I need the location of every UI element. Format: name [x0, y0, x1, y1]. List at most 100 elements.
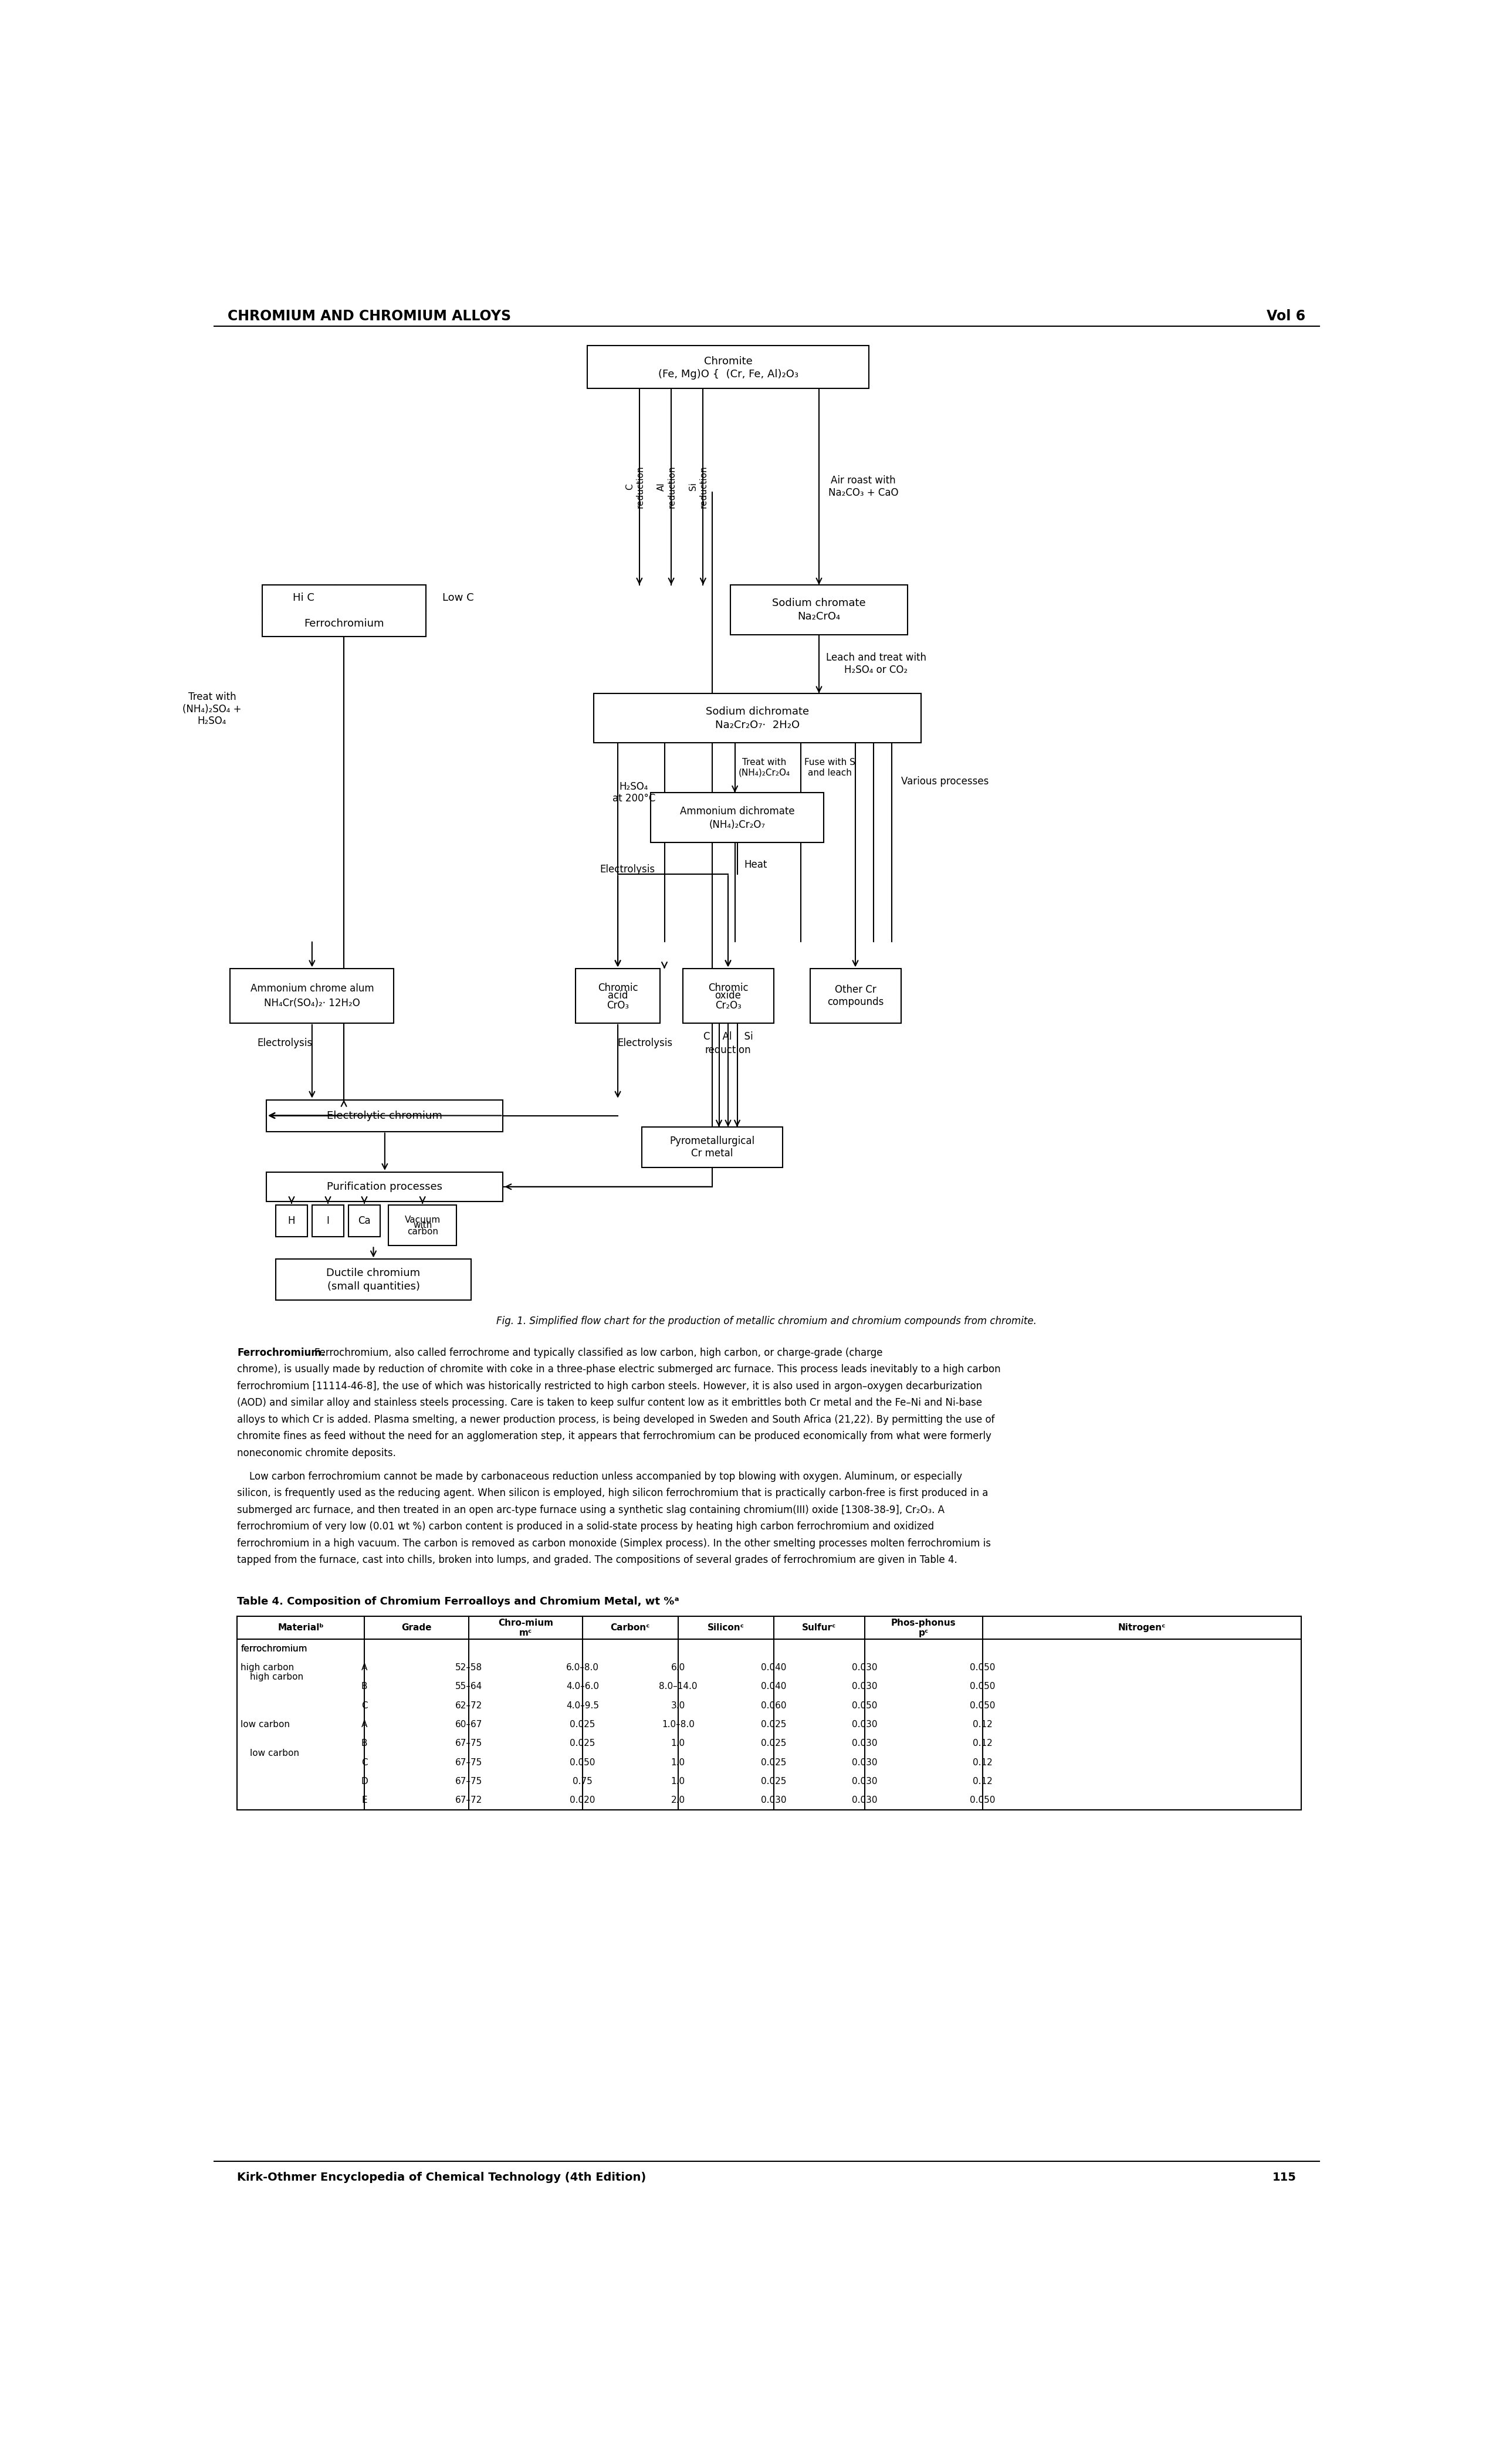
Text: 0.040: 0.040: [761, 1683, 787, 1690]
Text: 0.025: 0.025: [570, 1720, 595, 1730]
Text: Si
reduction: Si reduction: [690, 466, 708, 508]
Bar: [313, 1205, 344, 1237]
Text: Siliconᶜ: Siliconᶜ: [708, 1624, 744, 1631]
Text: (NH₄)₂Cr₂O₇: (NH₄)₂Cr₂O₇: [709, 821, 766, 830]
Text: high carbon: high carbon: [241, 1663, 295, 1673]
Text: Leach and treat with
H₂SO₄ or CO₂: Leach and treat with H₂SO₄ or CO₂: [826, 653, 926, 675]
Text: chrome), is usually made by reduction of chromite with coke in a three-phase ele: chrome), is usually made by reduction of…: [236, 1365, 1001, 1375]
Text: 0.050: 0.050: [969, 1796, 995, 1804]
Text: low carbon: low carbon: [241, 1720, 290, 1730]
Text: 0.025: 0.025: [761, 1757, 787, 1767]
Text: B: B: [361, 1740, 368, 1747]
Text: Ferrochromium: Ferrochromium: [304, 618, 384, 628]
Text: oxide: oxide: [715, 991, 741, 1000]
Text: Ferrochromium, also called ferrochrome and typically classified as low carbon, h: Ferrochromium, also called ferrochrome a…: [314, 1348, 883, 1358]
Bar: [266, 1173, 503, 1202]
Text: (small quantities): (small quantities): [328, 1281, 420, 1291]
Text: Other Cr: Other Cr: [835, 983, 877, 995]
Text: Materialᵇ: Materialᵇ: [278, 1624, 323, 1631]
Text: Cr₂O₃: Cr₂O₃: [715, 1000, 741, 1010]
Text: 0.12: 0.12: [972, 1740, 992, 1747]
Text: 8.0–14.0: 8.0–14.0: [658, 1683, 697, 1690]
Text: D: D: [361, 1777, 368, 1786]
Text: Electrolysis: Electrolysis: [600, 865, 655, 875]
Text: 0.030: 0.030: [761, 1796, 787, 1804]
Text: 0.030: 0.030: [851, 1663, 877, 1673]
Text: 0.12: 0.12: [972, 1757, 992, 1767]
Text: Carbonᶜ: Carbonᶜ: [610, 1624, 651, 1631]
Text: 0.050: 0.050: [851, 1700, 877, 1710]
Text: ferrochromium [11114-46-8], the use of which was historically restricted to high: ferrochromium [11114-46-8], the use of w…: [236, 1380, 983, 1392]
Text: A: A: [361, 1720, 368, 1730]
Bar: [266, 1099, 503, 1131]
Text: Chromite: Chromite: [703, 357, 752, 367]
Text: C    Al    Si: C Al Si: [703, 1032, 752, 1042]
Text: Fig. 1. Simplified flow chart for the production of metallic chromium and chromi: Fig. 1. Simplified flow chart for the pr…: [497, 1316, 1037, 1326]
Bar: [262, 584, 426, 636]
Text: Ca: Ca: [358, 1215, 371, 1227]
Text: Ammonium chrome alum: Ammonium chrome alum: [250, 983, 374, 993]
Text: 4.0–6.0: 4.0–6.0: [565, 1683, 598, 1690]
Text: 67–75: 67–75: [455, 1740, 482, 1747]
Text: 1.0: 1.0: [672, 1757, 685, 1767]
Text: Ferrochromium.: Ferrochromium.: [236, 1348, 325, 1358]
Text: Air roast with
Na₂CO₃ + CaO: Air roast with Na₂CO₃ + CaO: [829, 476, 898, 498]
Text: Low C: Low C: [443, 594, 474, 604]
Text: Low carbon ferrochromium cannot be made by carbonaceous reduction unless accompa: Low carbon ferrochromium cannot be made …: [236, 1471, 962, 1481]
Text: A: A: [361, 1663, 368, 1673]
Bar: [230, 968, 393, 1023]
Text: silicon, is frequently used as the reducing agent. When silicon is employed, hig: silicon, is frequently used as the reduc…: [236, 1488, 989, 1498]
Text: ferrochromium: ferrochromium: [241, 1643, 307, 1653]
Bar: [349, 1205, 380, 1237]
Text: 2.0: 2.0: [672, 1796, 685, 1804]
Text: C: C: [361, 1700, 368, 1710]
Text: 6.0: 6.0: [670, 1663, 685, 1673]
Bar: [586, 345, 869, 389]
Bar: [651, 793, 823, 843]
Bar: [275, 1259, 471, 1301]
Text: 67–72: 67–72: [455, 1796, 482, 1804]
Text: NH₄Cr(SO₄)₂· 12H₂O: NH₄Cr(SO₄)₂· 12H₂O: [263, 998, 361, 1008]
Text: CrO₃: CrO₃: [607, 1000, 628, 1010]
Text: Pyrometallurgical: Pyrometallurgical: [670, 1136, 754, 1146]
Text: Chromic: Chromic: [598, 983, 637, 993]
Text: Vacuum: Vacuum: [404, 1215, 440, 1225]
Text: Grade: Grade: [401, 1624, 432, 1631]
Text: 0.030: 0.030: [851, 1757, 877, 1767]
Text: 4.0–9.5: 4.0–9.5: [565, 1700, 598, 1710]
Text: 0.030: 0.030: [851, 1777, 877, 1786]
Text: Hi C: Hi C: [293, 594, 314, 604]
Text: Vol 6: Vol 6: [1267, 308, 1306, 323]
Text: Chromic: Chromic: [708, 983, 748, 993]
Bar: [594, 692, 922, 744]
Text: (AOD) and similar alloy and stainless steels processing. Care is taken to keep s: (AOD) and similar alloy and stainless st…: [236, 1397, 983, 1407]
Text: H₂SO₄
at 200°C: H₂SO₄ at 200°C: [612, 781, 655, 803]
Text: Ammonium dichromate: Ammonium dichromate: [679, 806, 794, 816]
Text: 0.025: 0.025: [570, 1740, 595, 1747]
Bar: [576, 968, 660, 1023]
Text: Cr metal: Cr metal: [691, 1148, 733, 1158]
Bar: [642, 1126, 782, 1168]
Text: 60–67: 60–67: [455, 1720, 483, 1730]
Text: noneconomic chromite deposits.: noneconomic chromite deposits.: [236, 1449, 396, 1459]
Text: 0.050: 0.050: [969, 1663, 995, 1673]
Text: Treat with
(NH₄)₂SO₄ +
H₂SO₄: Treat with (NH₄)₂SO₄ + H₂SO₄: [183, 692, 241, 727]
Text: Sodium chromate: Sodium chromate: [772, 599, 866, 609]
Text: Ductile chromium: Ductile chromium: [326, 1266, 420, 1279]
Text: Table 4. Composition of Chromium Ferroalloys and Chromium Metal, wt %ᵃ: Table 4. Composition of Chromium Ferroal…: [236, 1597, 679, 1607]
Text: Al
reduction: Al reduction: [657, 466, 676, 508]
Text: 1.0–8.0: 1.0–8.0: [661, 1720, 694, 1730]
Text: Various processes: Various processes: [901, 776, 989, 786]
Text: Nitrogenᶜ: Nitrogenᶜ: [1118, 1624, 1165, 1631]
Text: 1.0: 1.0: [672, 1777, 685, 1786]
Text: I: I: [326, 1215, 329, 1227]
Text: Na₂CrO₄: Na₂CrO₄: [797, 611, 841, 621]
Text: Electrolytic chromium: Electrolytic chromium: [328, 1111, 443, 1121]
Text: 67–75: 67–75: [455, 1757, 482, 1767]
Text: 0.030: 0.030: [851, 1683, 877, 1690]
Text: (Fe, Mg)O {  (Cr, Fe, Al)₂O₃: (Fe, Mg)O { (Cr, Fe, Al)₂O₃: [658, 370, 799, 379]
Text: 52–58: 52–58: [455, 1663, 482, 1673]
Bar: [389, 1205, 456, 1247]
Text: low carbon: low carbon: [250, 1749, 299, 1757]
Text: Sodium dichromate: Sodium dichromate: [706, 707, 809, 717]
